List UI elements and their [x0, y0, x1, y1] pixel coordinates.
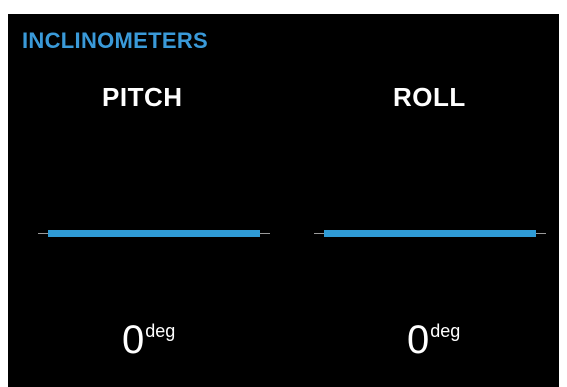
roll-level-bar: [324, 230, 536, 237]
inclinometers-panel: INCLINOMETERS PITCH ROLL 0deg 0deg: [8, 14, 559, 387]
roll-value: 0: [407, 318, 430, 362]
pitch-indicator: [38, 214, 270, 254]
pitch-level-bar: [48, 230, 260, 237]
roll-unit: deg: [430, 321, 461, 341]
pitch-label: PITCH: [102, 82, 183, 112]
panel-title: INCLINOMETERS: [22, 28, 209, 53]
roll-readout: 0deg: [407, 320, 460, 360]
pitch-unit: deg: [145, 321, 176, 341]
pitch-readout: 0deg: [122, 320, 175, 360]
pitch-value: 0: [122, 318, 145, 362]
roll-indicator: [314, 214, 546, 254]
roll-label: ROLL: [393, 82, 466, 112]
